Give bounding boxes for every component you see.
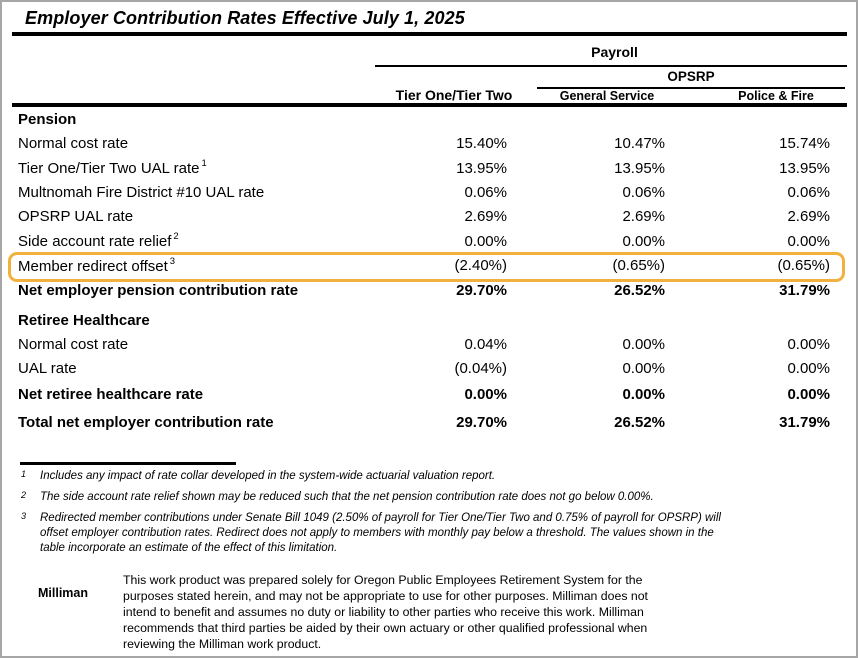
- row-label: Total net employer contribution rate: [18, 413, 274, 431]
- rate-value: 0.00%: [787, 232, 830, 250]
- footnote-ref-3: 3: [169, 255, 176, 267]
- rate-value: 0.00%: [622, 336, 665, 354]
- footnote-3: 3 Redirected member contributions under S…: [20, 511, 721, 556]
- rate-value: 26.52%: [614, 282, 665, 300]
- table-row: UAL rate (0.04%) 0.00% 0.00%: [12, 357, 847, 381]
- rate-value: (0.04%): [454, 360, 507, 378]
- table-row: Net retiree healthcare rate 0.00% 0.00% 0.0…: [12, 381, 847, 407]
- disclaimer-text: This work product was prepared solely fo…: [123, 573, 648, 653]
- title-rule: [12, 32, 847, 36]
- table-row: Tier One/Tier Two UAL rate 1 13.95% 13.95% 1…: [12, 156, 847, 180]
- row-label: Multnomah Fire District #10 UAL rate: [18, 183, 265, 201]
- rate-value: 0.00%: [787, 360, 830, 378]
- opsrp-subgroup-rule: [537, 87, 845, 89]
- page-title: Employer Contribution Rates Effective Ju…: [25, 8, 465, 28]
- table-row: Multnomah Fire District #10 UAL rate 0.06…: [12, 180, 847, 204]
- rate-value: 0.00%: [464, 385, 507, 403]
- section-header-pension: Pension: [12, 108, 847, 132]
- footnote-divider: [20, 462, 236, 465]
- rate-value: 13.95%: [456, 159, 507, 177]
- milliman-brand: Milliman: [38, 586, 89, 600]
- column-header-tier-one-tier-two: Tier One/Tier Two: [395, 87, 513, 103]
- rate-value: 26.52%: [614, 413, 665, 431]
- rate-value: 13.95%: [614, 159, 665, 177]
- footnote-marker: 1: [21, 469, 27, 479]
- rate-value: 0.00%: [622, 360, 665, 378]
- rate-value: 10.47%: [614, 135, 665, 153]
- footnote-1: 1 Includes any impact of rate collar deve…: [20, 469, 721, 484]
- disclaimer-line: recommends that third parties be aided b…: [123, 620, 648, 635]
- rate-value: 29.70%: [456, 282, 507, 300]
- table-row: Normal cost rate 15.40% 10.47% 15.74%: [12, 132, 847, 156]
- footnotes: 1 Includes any impact of rate collar deve…: [20, 469, 721, 562]
- column-header-police-fire: Police & Fire: [738, 89, 814, 103]
- footnote-line: The side account rate relief shown may b…: [40, 491, 654, 503]
- rate-value: 13.95%: [779, 159, 830, 177]
- table-row-member-redirect-offset: Member redirect offset 3 (2.40%) (0.65%) (0.…: [12, 253, 847, 277]
- payroll-group-header: Payroll: [591, 44, 638, 60]
- disclaimer-line: purposes stated herein, and may not be a…: [123, 588, 648, 603]
- section-header-label: Retiree Healthcare: [18, 312, 150, 330]
- rate-value: 0.00%: [787, 336, 830, 354]
- rate-value: (0.65%): [612, 257, 665, 275]
- rate-value: (2.40%): [454, 257, 507, 275]
- rate-value: 2.69%: [787, 208, 830, 226]
- table-row-total: Total net employer contribution rate 29.7…: [12, 409, 847, 435]
- rate-value: 15.74%: [779, 135, 830, 153]
- table-row: Side account rate relief 2 0.00% 0.00% 0.00%: [12, 229, 847, 253]
- footnote-ref-2: 2: [173, 231, 179, 243]
- row-label: Tier One/Tier Two UAL rate 1: [18, 158, 207, 178]
- row-label: OPSRP UAL rate: [18, 208, 134, 226]
- footnote-line: table incorporate an estimate of the eff…: [40, 542, 338, 554]
- rate-value: 0.04%: [464, 336, 507, 354]
- row-label: Net employer pension contribution rate: [18, 282, 299, 300]
- section-header-label: Pension: [18, 111, 77, 129]
- rate-value: 2.69%: [464, 208, 507, 226]
- opsrp-subgroup-header: OPSRP: [667, 69, 715, 84]
- footnote-ref-1: 1: [201, 158, 207, 170]
- table-row: Net employer pension contribution rate 29…: [12, 278, 847, 304]
- row-label: UAL rate: [18, 360, 77, 378]
- rate-value: 15.40%: [456, 135, 507, 153]
- row-label: Net retiree healthcare rate: [18, 385, 204, 403]
- payroll-group-rule: [375, 65, 847, 67]
- rate-value: 2.69%: [622, 208, 665, 226]
- rate-value: 0.00%: [622, 385, 665, 403]
- rate-value: 0.00%: [787, 385, 830, 403]
- rates-table-body: Pension Normal cost rate 15.40% 10.47% 15.74…: [12, 108, 847, 435]
- footnote-line: Redirected member contributions under Se…: [40, 512, 721, 524]
- footnote-line: offset employer contribution rates. Redi…: [40, 527, 714, 539]
- disclaimer-line: This work product was prepared solely fo…: [123, 573, 643, 587]
- table-row: OPSRP UAL rate 2.69% 2.69% 2.69%: [12, 205, 847, 229]
- rate-value: 0.06%: [464, 183, 507, 201]
- row-label: Member redirect offset 3: [18, 255, 176, 275]
- rate-value: (0.65%): [777, 257, 830, 275]
- header-rule: [12, 103, 847, 107]
- footnote-marker: 2: [21, 490, 27, 500]
- table-row: Normal cost rate 0.04% 0.00% 0.00%: [12, 332, 847, 356]
- footnote-2: 2 The side account rate relief shown may …: [20, 490, 721, 505]
- rate-value: 31.79%: [779, 282, 830, 300]
- column-header-general-service: General Service: [559, 89, 655, 103]
- disclaimer-line: intend to benefit and assumes no duty or…: [123, 604, 644, 619]
- rate-value: 0.06%: [787, 183, 830, 201]
- footnote-marker: 3: [21, 511, 27, 521]
- row-label: Normal cost rate: [18, 336, 129, 354]
- disclaimer-line: reviewing the Milliman work product.: [123, 636, 322, 651]
- rate-value: 0.00%: [622, 232, 665, 250]
- footnote-line: Includes any impact of rate collar devel…: [40, 470, 496, 482]
- rate-value: 0.00%: [464, 232, 507, 250]
- section-header-retiree-healthcare: Retiree Healthcare: [12, 309, 847, 333]
- rate-value: 0.06%: [622, 183, 665, 201]
- row-label: Side account rate relief 2: [18, 231, 179, 251]
- rate-value: 31.79%: [779, 413, 830, 431]
- row-label: Normal cost rate: [18, 135, 129, 153]
- rate-value: 29.70%: [456, 413, 507, 431]
